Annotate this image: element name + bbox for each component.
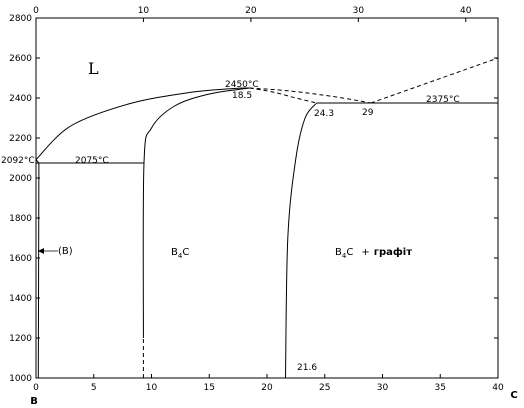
axis-ticks: 0 5 10 15 20 25 30 35 40 0 10 20 30 40 1000 1200 1400 160… — [9, 6, 504, 393]
annotation-2075: 2075°C — [75, 156, 109, 166]
phase-label-boron: (B) — [58, 246, 73, 257]
graphite-liquidus-dashed-line — [370, 57, 499, 104]
y-tick-label: 2600 — [9, 54, 32, 64]
x-bottom-tick-label: 0 — [33, 383, 39, 393]
x-bottom-tick-label: 5 — [91, 383, 97, 393]
b4c-left-boundary-line — [142, 87, 250, 339]
annotation-21-6: 21.6 — [297, 363, 317, 373]
x-bottom-tick-label: 10 — [146, 383, 158, 393]
x-bottom-tick-label: 30 — [377, 383, 389, 393]
y-tick-label: 1000 — [9, 374, 32, 384]
y-tick-label: 2400 — [9, 94, 32, 104]
y-tick-label: 2200 — [9, 134, 32, 144]
y-tick-label: 2800 — [9, 14, 32, 24]
phase-boundaries — [35, 57, 499, 379]
x-right-end-label: C — [510, 390, 517, 401]
x-top-tick-label: 20 — [245, 6, 257, 16]
y-tick-label: 1600 — [9, 254, 32, 264]
x-bottom-tick-label: 20 — [261, 383, 273, 393]
plot-frame — [35, 17, 499, 379]
y-tick-label: 1200 — [9, 334, 32, 344]
x-top-tick-label: 10 — [138, 6, 150, 16]
phase-label-b4c-graphite: B4C + графіт — [335, 246, 412, 260]
liquidus-boron-side-line — [35, 87, 250, 160]
x-bottom-tick-label: 35 — [435, 383, 446, 393]
annotation-2375: 2375°C — [426, 95, 460, 105]
x-top-tick-label: 30 — [353, 6, 365, 16]
x-bottom-tick-label: 25 — [319, 383, 330, 393]
x-top-tick-label: 0 — [33, 6, 39, 16]
phase-label-b4c: B4C — [171, 247, 189, 260]
boron-solubility-line — [35, 159, 40, 379]
dome-dashed-to-24-3-line — [249, 87, 317, 104]
x-left-end-label: B — [30, 396, 38, 407]
b4c-right-solidus-line — [285, 102, 318, 379]
x-bottom-tick-label: 40 — [492, 383, 504, 393]
annotation-29: 29 — [362, 108, 374, 118]
annotation-18-5: 18.5 — [232, 91, 252, 101]
y-tick-label: 2000 — [9, 174, 32, 184]
phase-label-liquid: L — [88, 59, 99, 78]
y-tick-label: 1800 — [9, 214, 32, 224]
liquidus-dashed-to-29-line — [249, 87, 371, 104]
annotation-24-3: 24.3 — [314, 109, 334, 119]
y-tick-label: 1400 — [9, 294, 32, 304]
x-bottom-tick-label: 15 — [204, 383, 215, 393]
annotation-2092: 2092°C — [1, 156, 35, 166]
annotation-2450: 2450°C — [225, 80, 259, 90]
x-top-tick-label: 40 — [460, 6, 472, 16]
boron-marker — [38, 248, 58, 254]
